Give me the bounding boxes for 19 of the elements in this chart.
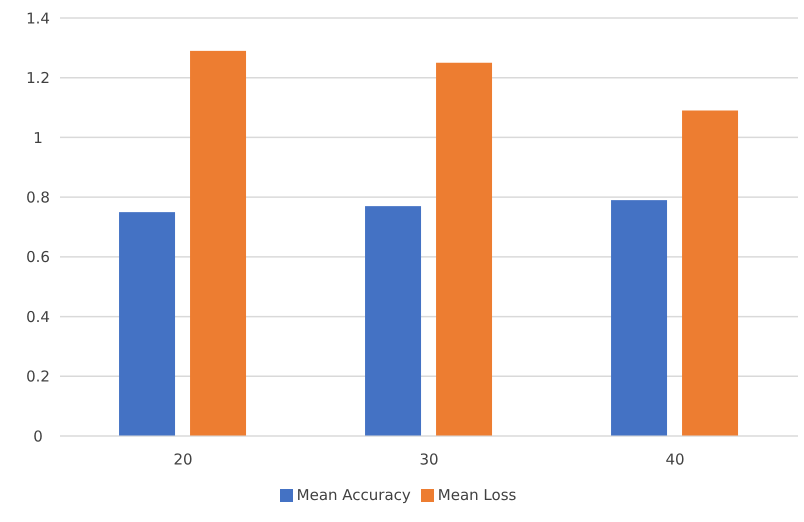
x-tick-label: 30 xyxy=(419,450,439,469)
x-tick-label: 40 xyxy=(665,450,685,469)
legend-label: Mean Accuracy xyxy=(296,486,411,504)
legend-label: Mean Loss xyxy=(438,486,516,504)
y-tick-label: 1 xyxy=(33,128,43,147)
bar xyxy=(119,212,176,436)
bar xyxy=(190,50,246,436)
y-tick-label: 1.4 xyxy=(26,9,50,28)
bar xyxy=(436,62,492,436)
bar xyxy=(365,206,422,436)
y-tick-label: 0 xyxy=(33,427,43,446)
y-tick-label: 0.2 xyxy=(26,368,50,386)
y-tick-label: 0.8 xyxy=(26,188,50,206)
y-tick-label: 0.4 xyxy=(26,308,50,326)
y-tick-label: 1.2 xyxy=(26,69,50,88)
y-tick-label: 0.6 xyxy=(26,248,50,266)
bar xyxy=(682,110,738,436)
bar xyxy=(611,200,668,436)
x-tick-label: 20 xyxy=(173,450,193,469)
